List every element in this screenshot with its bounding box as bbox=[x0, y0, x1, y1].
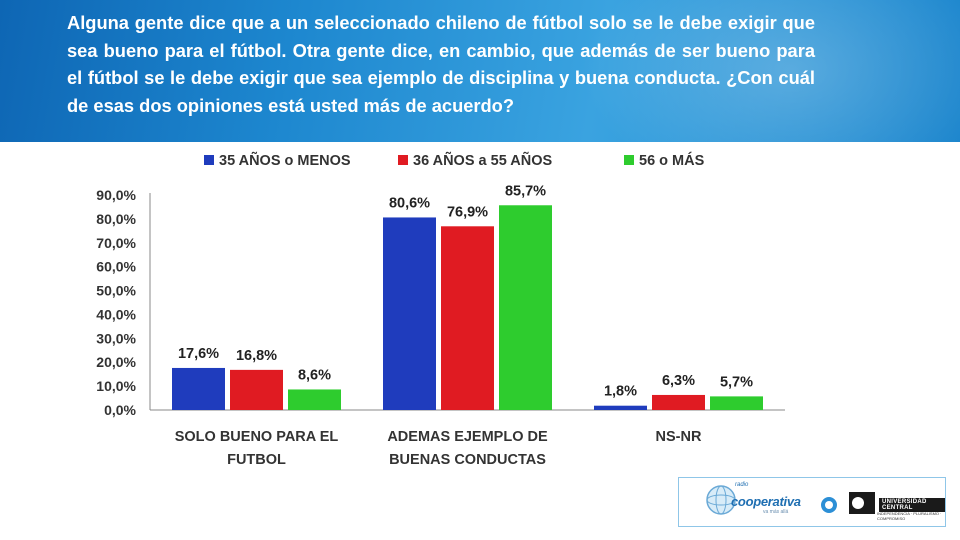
data-label: 8,6% bbox=[298, 367, 331, 383]
legend-swatch bbox=[624, 155, 634, 165]
data-label: 5,7% bbox=[720, 374, 753, 390]
legend-label: 35 AÑOS o MENOS bbox=[219, 151, 351, 169]
bar bbox=[652, 394, 705, 410]
cooperativa-slogan: va más allá bbox=[763, 509, 789, 515]
university-seal-icon bbox=[849, 492, 875, 514]
bar bbox=[441, 226, 494, 410]
x-category-label: BUENAS CONDUCTAS bbox=[389, 452, 546, 468]
bar bbox=[383, 217, 436, 410]
bar bbox=[594, 405, 647, 410]
x-category-label: SOLO BUENO PARA EL bbox=[175, 429, 339, 445]
bar bbox=[499, 205, 552, 410]
bar bbox=[288, 389, 341, 410]
data-label: 17,6% bbox=[178, 346, 219, 362]
cooperativa-swirl-icon bbox=[821, 497, 837, 513]
legend-label: 56 o MÁS bbox=[639, 152, 705, 169]
data-label: 16,8% bbox=[236, 348, 277, 364]
y-tick-label: 70,0% bbox=[96, 235, 136, 251]
cooperativa-logo-text: cooperativa bbox=[731, 494, 801, 509]
university-logo-text: UNIVERSIDAD CENTRAL bbox=[879, 498, 945, 512]
legend-swatch bbox=[398, 155, 408, 165]
data-label: 80,6% bbox=[389, 195, 430, 211]
legend-swatch bbox=[204, 155, 214, 165]
bar bbox=[230, 369, 283, 410]
sponsor-logos: radio cooperativa va más allá UNIVERSIDA… bbox=[678, 477, 946, 527]
y-tick-label: 50,0% bbox=[96, 283, 136, 299]
y-tick-label: 30,0% bbox=[96, 330, 136, 346]
legend-label: 36 AÑOS a 55 AÑOS bbox=[413, 151, 552, 169]
globe-icon bbox=[706, 485, 736, 515]
bar bbox=[710, 396, 763, 410]
banner-sheen bbox=[580, 0, 960, 142]
data-label: 76,9% bbox=[447, 204, 488, 220]
y-tick-label: 80,0% bbox=[96, 211, 136, 227]
y-tick-label: 20,0% bbox=[96, 354, 136, 370]
data-label: 6,3% bbox=[662, 373, 695, 389]
university-slogan: INDEPENDENCIA · PLURALISMO · COMPROMISO bbox=[877, 511, 942, 521]
y-tick-label: 90,0% bbox=[96, 187, 136, 203]
x-category-label: ADEMAS EJEMPLO DE bbox=[387, 429, 548, 445]
x-category-label: FUTBOL bbox=[227, 452, 286, 468]
y-tick-label: 0,0% bbox=[104, 402, 136, 418]
survey-question: Alguna gente dice que a un seleccionado … bbox=[67, 12, 815, 116]
cooperativa-radio-label: radio bbox=[735, 482, 749, 488]
data-label: 85,7% bbox=[505, 183, 546, 199]
question-banner: Alguna gente dice que a un seleccionado … bbox=[0, 0, 960, 142]
y-tick-label: 60,0% bbox=[96, 259, 136, 275]
data-label: 1,8% bbox=[604, 384, 637, 400]
x-category-label: NS-NR bbox=[656, 429, 702, 445]
y-tick-label: 10,0% bbox=[96, 378, 136, 394]
bar bbox=[172, 367, 225, 410]
y-tick-label: 40,0% bbox=[96, 306, 136, 322]
bar-chart: 35 AÑOS o MENOS 36 AÑOS a 55 AÑOS 56 o MÁS… bbox=[96, 151, 785, 468]
